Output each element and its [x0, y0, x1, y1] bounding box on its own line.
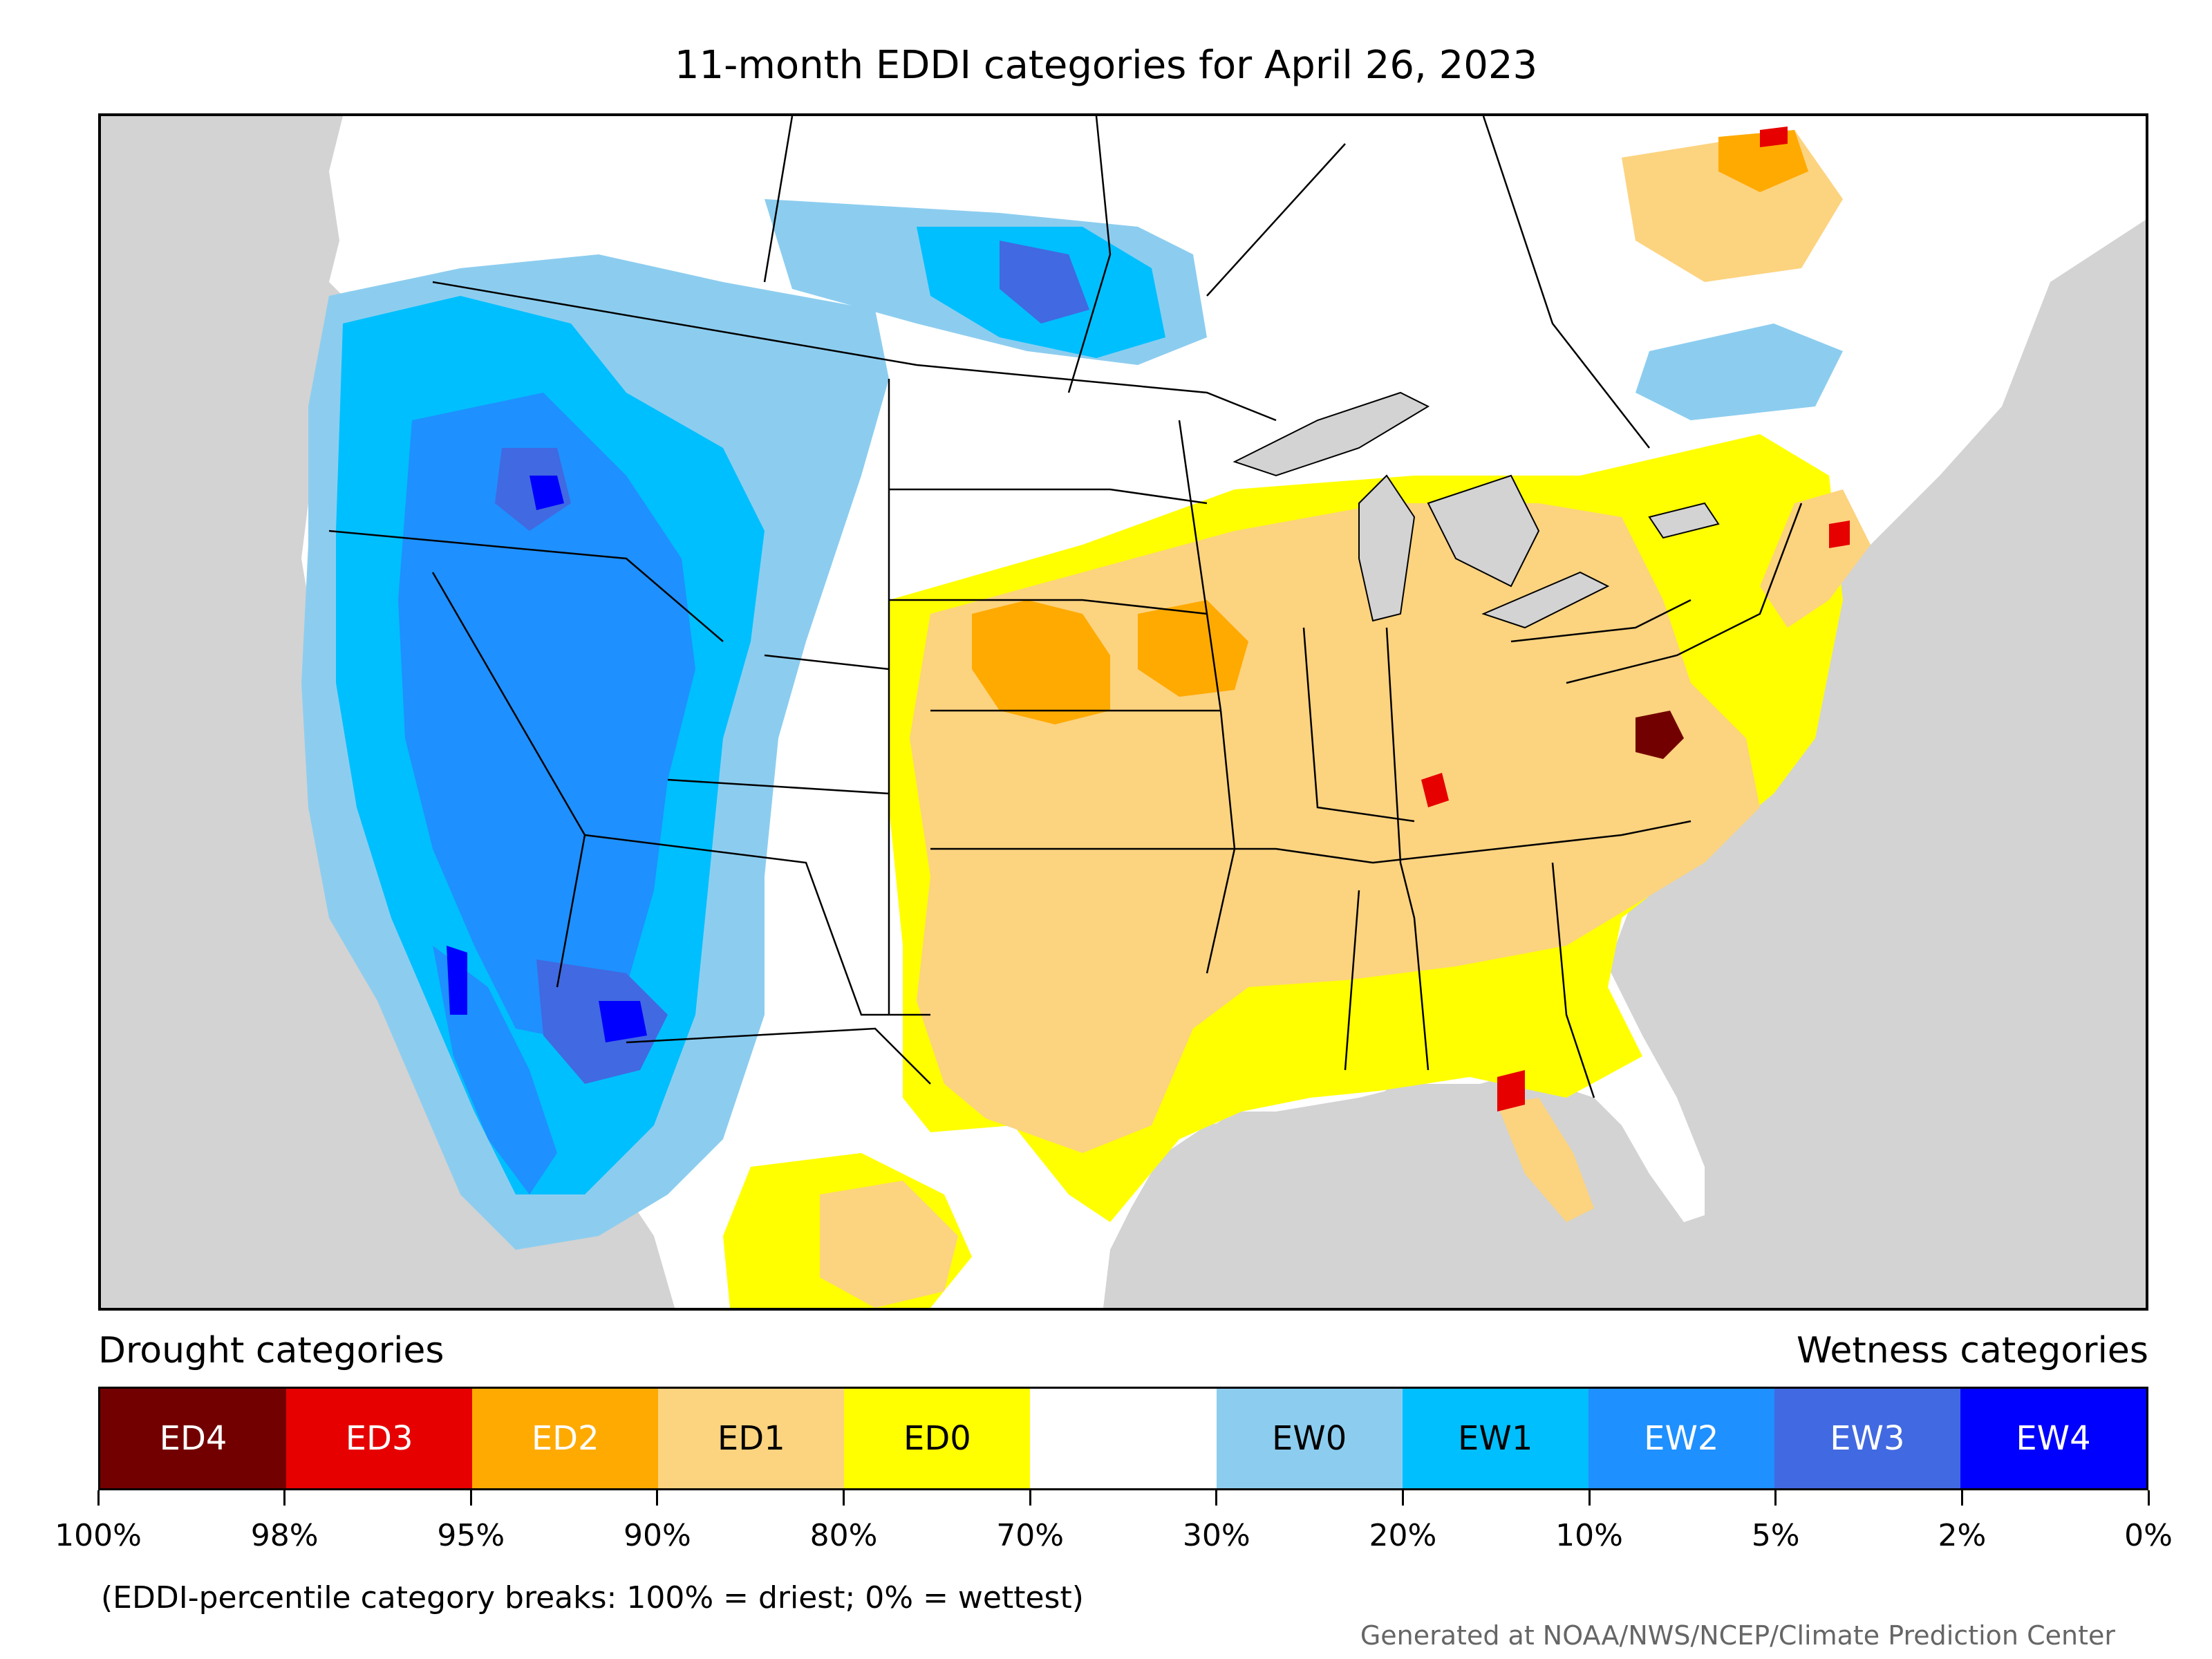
wetness-ew4-spots — [447, 476, 647, 1042]
tick-label: 0% — [2124, 1518, 2173, 1553]
colorbar-tick — [1960, 1490, 1963, 1506]
colorbar-tick — [1215, 1490, 1218, 1506]
legend-label-ed0: ED0 — [903, 1419, 971, 1458]
wetness-ew0-quebec — [1635, 324, 1843, 420]
legend-swatch-ew3: EW3 — [1774, 1389, 1960, 1488]
colorbar-tick — [283, 1490, 286, 1506]
colorbar-ticks — [97, 1490, 2150, 1511]
legend-label-ed2: ED2 — [531, 1419, 599, 1458]
legend-label-ed4: ED4 — [159, 1419, 227, 1458]
tick-label: 2% — [1938, 1518, 1987, 1553]
tick-label: 10% — [1555, 1518, 1623, 1553]
legend-swatch-ed1: ED1 — [658, 1389, 845, 1488]
drought-ed2-iowa — [1138, 600, 1248, 697]
legend-label-ed3: ED3 — [345, 1419, 413, 1458]
legend-label-ew1: EW1 — [1458, 1419, 1533, 1458]
credit-line: Generated at NOAA/NWS/NCEP/Climate Predi… — [1360, 1620, 2115, 1651]
map-canvas — [101, 116, 2146, 1308]
legend-label-ed1: ED1 — [717, 1419, 785, 1458]
great-lakes — [1232, 391, 1720, 629]
tick-label: 5% — [1751, 1518, 1800, 1553]
drought-ed1-florida — [1497, 1098, 1594, 1222]
legend-swatch-normal — [1030, 1389, 1217, 1488]
tick-label: 100% — [55, 1518, 142, 1553]
colorbar-tick — [1588, 1490, 1591, 1506]
gulf-of-mexico — [1159, 1084, 1601, 1308]
drought-ed4-virginia — [1635, 711, 1684, 759]
drought-ed2-quebec — [1718, 130, 1808, 192]
wetness-ew3-manitoba — [1000, 241, 1089, 324]
tick-label: 70% — [996, 1518, 1065, 1553]
legend-swatch-ew1: EW1 — [1402, 1389, 1588, 1488]
colorbar-tick — [1774, 1490, 1777, 1506]
legend-swatch-ed2: ED2 — [472, 1389, 659, 1488]
legend-swatch-ew4: EW4 — [1960, 1389, 2147, 1488]
tick-label: 95% — [437, 1518, 505, 1553]
category-breaks-note: (EDDI-percentile category breaks: 100% =… — [101, 1580, 1084, 1615]
tick-label: 98% — [250, 1518, 319, 1553]
colorbar-tick — [2147, 1490, 2150, 1506]
legend-label-ew3: EW3 — [1830, 1419, 1905, 1458]
legend-label-ew2: EW2 — [1644, 1419, 1719, 1458]
drought-ed2-nebraska — [972, 600, 1110, 724]
colorbar-tick — [656, 1490, 659, 1506]
legend-swatch-ew2: EW2 — [1588, 1389, 1774, 1488]
legend-label-ew4: EW4 — [2016, 1419, 2091, 1458]
legend-swatch-ed0: ED0 — [844, 1389, 1031, 1488]
colorbar-tick — [843, 1490, 845, 1506]
political-borders — [328, 116, 1803, 1098]
legend-swatch-ed3: ED3 — [286, 1389, 473, 1488]
tick-label: 20% — [1369, 1518, 1437, 1553]
map-title: 11-month EDDI categories for April 26, 2… — [674, 43, 1538, 88]
wetness-categories-heading: Wetness categories — [1797, 1330, 2148, 1371]
legend-swatch-ed4: ED4 — [100, 1389, 287, 1488]
colorbar-tick — [1401, 1490, 1404, 1506]
legend-label-ew0: EW0 — [1271, 1419, 1347, 1458]
tick-label: 90% — [624, 1518, 691, 1553]
colorbar-legend: ED4 ED3 ED2 ED1 ED0 EW0 EW1 EW2 EW3 EW4 — [98, 1387, 2148, 1490]
colorbar-tick-labels: 100% 98% 95% 90% 80% 70% 30% 20% 10% 5% … — [55, 1518, 2173, 1559]
eddi-map — [98, 113, 2148, 1311]
pacific-ocean — [101, 116, 675, 1308]
legend-swatch-ew0: EW0 — [1216, 1389, 1403, 1488]
colorbar-tick — [469, 1490, 472, 1506]
colorbar-tick — [97, 1490, 100, 1506]
tick-label: 80% — [809, 1518, 878, 1553]
colorbar-tick — [1029, 1490, 1031, 1506]
wetness-ew2-great-basin — [398, 393, 695, 1042]
drought-categories-heading: Drought categories — [98, 1330, 444, 1371]
drought-ed1-texas-south — [820, 1181, 958, 1308]
drought-ed1-central — [910, 503, 1760, 1153]
tick-label: 30% — [1182, 1518, 1250, 1553]
